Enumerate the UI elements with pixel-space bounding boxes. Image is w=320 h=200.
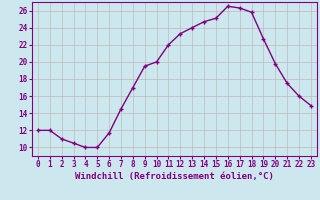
- X-axis label: Windchill (Refroidissement éolien,°C): Windchill (Refroidissement éolien,°C): [75, 172, 274, 181]
